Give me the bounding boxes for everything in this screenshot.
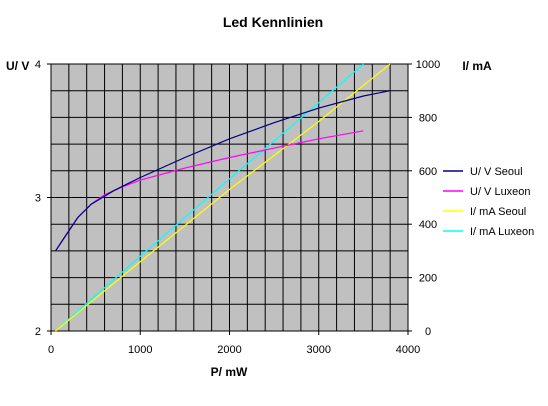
series-line-u-v-seoul xyxy=(55,90,391,252)
y-left-tick-label: 4 xyxy=(35,59,41,71)
y-right-tick-label: 0 xyxy=(425,326,431,338)
y-left-tick-label: 3 xyxy=(35,193,41,205)
y-right-tick-label: 800 xyxy=(419,112,437,124)
y-right-tick-label: 400 xyxy=(419,219,437,231)
x-tick-label: 0 xyxy=(48,344,54,356)
x-tick-label: 1000 xyxy=(128,344,152,356)
x-tick-label: 4000 xyxy=(396,344,420,356)
y-left-axis-label: U/ V xyxy=(6,59,29,73)
x-tick-label: 3000 xyxy=(307,344,331,356)
y-right-tick-label: 1000 xyxy=(416,59,440,71)
chart-title: Led Kennlinien xyxy=(223,14,323,30)
x-axis-label: P/ mW xyxy=(211,365,248,379)
y-right-tick-label: 600 xyxy=(419,166,437,178)
series-line-i-ma-luxeon xyxy=(55,63,364,332)
x-tick-label: 2000 xyxy=(217,344,241,356)
legend: U/ V Seoul U/ V Luxeon I/ mA Seoul I/ mA Lu… xyxy=(443,166,534,238)
y-left-tick-label: 2 xyxy=(35,326,41,338)
legend-label-i-ma-luxeon: I/ mA Luxeon xyxy=(470,226,534,238)
legend-label-u-v-luxeon: U/ V Luxeon xyxy=(470,186,531,198)
y-right-tick-label: 200 xyxy=(419,273,437,285)
plot-area: 0 1000 2000 3000 4000 2 3 4 0 200 400 600 800 1000 xyxy=(35,59,440,356)
legend-label-i-ma-seoul: I/ mA Seoul xyxy=(470,206,526,218)
y-right-axis-label: I/ mA xyxy=(462,59,492,73)
legend-label-u-v-seoul: U/ V Seoul xyxy=(470,166,523,178)
